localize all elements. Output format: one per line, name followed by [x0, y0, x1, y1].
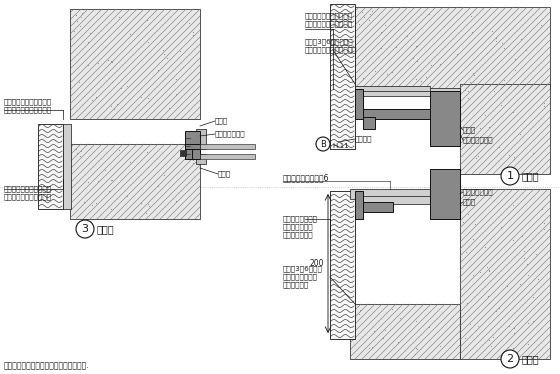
Bar: [330, 4, 355, 149]
Bar: [355, 7, 550, 89]
Bar: [180, 150, 186, 156]
Text: B: B: [320, 140, 326, 148]
Bar: [196, 129, 206, 149]
Bar: [355, 86, 430, 91]
Text: zhidlong.com: zhidlong.com: [400, 347, 456, 356]
Bar: [430, 91, 460, 146]
Text: 网格布用抹面胶浆粘贴）: 网格布用抹面胶浆粘贴）: [4, 107, 52, 113]
Text: 200: 200: [310, 260, 324, 269]
Text: H-11: H-11: [332, 143, 349, 149]
Text: 密封膏: 密封膏: [463, 199, 476, 205]
Bar: [430, 169, 460, 219]
Bar: [460, 189, 550, 359]
Circle shape: [76, 220, 94, 238]
Circle shape: [501, 167, 519, 185]
Text: （中间压一层玻纤网格布）: （中间压一层玻纤网格布）: [305, 47, 357, 53]
Text: 墙面抹3～6厚抹面: 墙面抹3～6厚抹面: [283, 266, 323, 272]
Bar: [200, 154, 255, 159]
Bar: [355, 91, 363, 109]
Circle shape: [501, 350, 519, 368]
Text: 塑料滴水: 塑料滴水: [355, 136, 372, 142]
Text: 发泡聚氨酯灌缝: 发泡聚氨酯灌缝: [463, 137, 493, 143]
Text: 窗上口: 窗上口: [522, 171, 540, 181]
Text: 发泡聚氨酯灌缝: 发泡聚氨酯灌缝: [463, 189, 493, 195]
Bar: [355, 89, 363, 119]
Text: 2: 2: [506, 354, 514, 364]
Bar: [355, 209, 363, 219]
Text: 窗侧口: 窗侧口: [97, 224, 115, 234]
Bar: [63, 124, 71, 209]
Text: 玻纤网格布）: 玻纤网格布）: [283, 282, 309, 288]
Text: 胶浆（中间压一层: 胶浆（中间压一层: [283, 274, 318, 280]
Bar: [70, 9, 200, 119]
Text: 注：外窗台排水坡顶应低于窗框的泄水孔.: 注：外窗台排水坡顶应低于窗框的泄水孔.: [4, 362, 90, 371]
Bar: [196, 154, 206, 164]
Text: 贴岩棉板（将翻包的玻纤: 贴岩棉板（将翻包的玻纤: [4, 99, 52, 105]
Bar: [350, 304, 460, 359]
Bar: [38, 124, 63, 209]
Text: 贴岩棉板（将翻包: 贴岩棉板（将翻包: [283, 216, 318, 222]
Bar: [355, 196, 430, 204]
Bar: [350, 189, 460, 199]
Text: 3: 3: [82, 224, 88, 234]
Bar: [185, 131, 200, 159]
Bar: [460, 84, 550, 174]
Text: 窗下口: 窗下口: [522, 354, 540, 364]
Text: 密封膏: 密封膏: [463, 127, 476, 133]
Text: 贴岩棉板（将翻包的玻纤: 贴岩棉板（将翻包的玻纤: [4, 186, 52, 192]
Bar: [363, 202, 393, 212]
Circle shape: [316, 137, 330, 151]
Bar: [185, 147, 192, 159]
Text: 发泡聚氨酯灌缝: 发泡聚氨酯灌缝: [215, 131, 246, 137]
Text: 的玻纤网格布用: 的玻纤网格布用: [283, 224, 314, 230]
Bar: [330, 191, 355, 339]
Bar: [355, 88, 460, 96]
Bar: [355, 191, 363, 219]
Text: 墙面抹3～6厚抹面胶浆: 墙面抹3～6厚抹面胶浆: [305, 39, 353, 45]
Bar: [70, 144, 200, 219]
Text: 网格布用抹面胶浆粘贴）: 网格布用抹面胶浆粘贴）: [4, 194, 52, 200]
Text: 抹面胶浆粘贴）: 抹面胶浆粘贴）: [283, 232, 314, 238]
Bar: [363, 109, 455, 119]
Bar: [185, 144, 200, 149]
Text: 网格布用抹面胶浆粘贴）: 网格布用抹面胶浆粘贴）: [305, 21, 353, 27]
Text: 密封膏: 密封膏: [215, 118, 228, 124]
Bar: [363, 117, 375, 129]
Text: 窗台抹面胶浆厚度＞6: 窗台抹面胶浆厚度＞6: [283, 174, 329, 183]
Text: 密封膏: 密封膏: [218, 171, 231, 177]
Text: 贴岩棉板（将翻包的玻纤: 贴岩棉板（将翻包的玻纤: [305, 13, 353, 19]
Text: 1: 1: [506, 171, 514, 181]
Bar: [200, 144, 255, 149]
